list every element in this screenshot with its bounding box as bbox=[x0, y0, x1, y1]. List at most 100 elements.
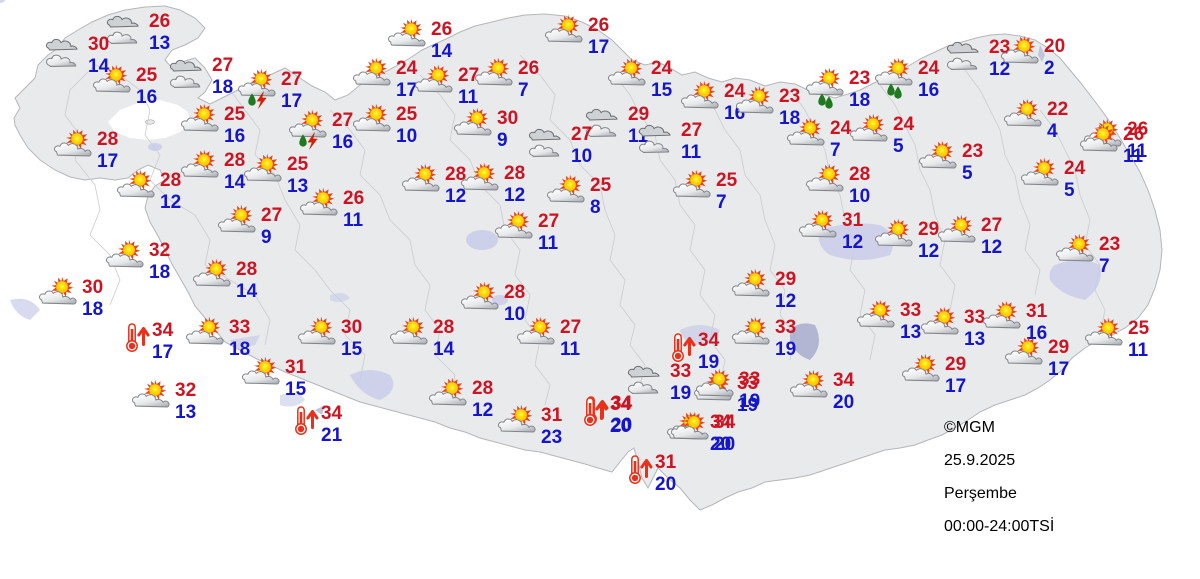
svg-text:31: 31 bbox=[842, 210, 864, 231]
svg-text:29: 29 bbox=[1048, 337, 1069, 358]
svg-text:29: 29 bbox=[775, 269, 796, 290]
svg-text:11: 11 bbox=[1128, 340, 1149, 361]
svg-text:13: 13 bbox=[964, 329, 985, 350]
svg-text:25: 25 bbox=[136, 65, 158, 86]
svg-text:17: 17 bbox=[588, 37, 609, 58]
svg-text:34: 34 bbox=[698, 330, 720, 351]
svg-text:4: 4 bbox=[1047, 121, 1058, 142]
svg-text:13: 13 bbox=[287, 176, 308, 197]
svg-text:11: 11 bbox=[538, 233, 559, 254]
svg-text:13: 13 bbox=[175, 402, 196, 423]
svg-text:Perşembe: Perşembe bbox=[944, 485, 1017, 502]
svg-text:17: 17 bbox=[97, 151, 118, 172]
svg-text:34: 34 bbox=[714, 412, 736, 433]
svg-text:14: 14 bbox=[224, 172, 246, 193]
svg-text:12: 12 bbox=[918, 241, 939, 262]
svg-text:7: 7 bbox=[716, 192, 727, 213]
svg-text:11: 11 bbox=[1123, 146, 1144, 167]
svg-text:17: 17 bbox=[396, 80, 417, 101]
svg-text:18: 18 bbox=[149, 262, 170, 283]
svg-text:24: 24 bbox=[1064, 158, 1086, 179]
svg-text:27: 27 bbox=[681, 120, 702, 141]
svg-text:9: 9 bbox=[261, 227, 272, 248]
svg-text:12: 12 bbox=[160, 192, 181, 213]
svg-text:30: 30 bbox=[82, 277, 103, 298]
svg-text:21: 21 bbox=[321, 425, 343, 446]
svg-text:13: 13 bbox=[900, 322, 921, 343]
svg-text:12: 12 bbox=[775, 291, 796, 312]
svg-text:16: 16 bbox=[224, 126, 245, 147]
svg-text:9: 9 bbox=[497, 130, 508, 151]
svg-text:12: 12 bbox=[445, 186, 466, 207]
svg-text:17: 17 bbox=[1048, 359, 1069, 380]
svg-text:20: 20 bbox=[1044, 36, 1065, 57]
svg-text:22: 22 bbox=[1047, 99, 1068, 120]
svg-text:19: 19 bbox=[775, 339, 796, 360]
svg-text:27: 27 bbox=[261, 205, 282, 226]
svg-text:24: 24 bbox=[893, 114, 915, 135]
svg-text:26: 26 bbox=[588, 15, 609, 36]
svg-text:12: 12 bbox=[472, 400, 493, 421]
svg-text:25: 25 bbox=[396, 104, 418, 125]
svg-text:12: 12 bbox=[842, 232, 863, 253]
svg-text:24: 24 bbox=[651, 58, 673, 79]
svg-text:26: 26 bbox=[149, 11, 170, 32]
svg-text:©MGM: ©MGM bbox=[944, 419, 995, 436]
svg-text:28: 28 bbox=[160, 170, 181, 191]
svg-text:10: 10 bbox=[504, 304, 525, 325]
svg-text:2: 2 bbox=[1044, 58, 1055, 79]
svg-text:5: 5 bbox=[893, 136, 904, 157]
svg-text:19: 19 bbox=[698, 352, 719, 373]
svg-text:23: 23 bbox=[1099, 234, 1120, 255]
svg-text:34: 34 bbox=[321, 403, 343, 424]
svg-text:5: 5 bbox=[962, 163, 973, 184]
svg-text:27: 27 bbox=[571, 124, 592, 145]
svg-text:14: 14 bbox=[236, 281, 258, 302]
svg-text:27: 27 bbox=[981, 215, 1002, 236]
svg-text:25: 25 bbox=[590, 175, 612, 196]
svg-text:15: 15 bbox=[651, 80, 673, 101]
svg-text:27: 27 bbox=[538, 211, 559, 232]
svg-text:26: 26 bbox=[1123, 124, 1144, 145]
svg-text:18: 18 bbox=[229, 339, 250, 360]
svg-text:8: 8 bbox=[590, 197, 601, 218]
svg-text:14: 14 bbox=[433, 339, 455, 360]
svg-text:16: 16 bbox=[136, 87, 157, 108]
svg-text:11: 11 bbox=[458, 87, 479, 108]
svg-text:00:00-24:00TSİ: 00:00-24:00TSİ bbox=[944, 516, 1054, 535]
svg-text:23: 23 bbox=[779, 86, 800, 107]
svg-text:7: 7 bbox=[518, 80, 529, 101]
svg-text:26: 26 bbox=[343, 188, 364, 209]
svg-text:24: 24 bbox=[396, 58, 418, 79]
svg-text:18: 18 bbox=[212, 77, 233, 98]
svg-text:13: 13 bbox=[149, 33, 170, 54]
svg-text:24: 24 bbox=[724, 81, 746, 102]
svg-text:17: 17 bbox=[945, 376, 966, 397]
svg-text:33: 33 bbox=[739, 369, 760, 390]
svg-text:11: 11 bbox=[560, 339, 581, 360]
svg-text:27: 27 bbox=[212, 55, 233, 76]
svg-text:15: 15 bbox=[285, 379, 307, 400]
svg-text:12: 12 bbox=[981, 237, 1002, 258]
svg-text:28: 28 bbox=[224, 150, 245, 171]
svg-text:25: 25 bbox=[1128, 318, 1150, 339]
svg-text:20: 20 bbox=[655, 474, 676, 495]
svg-text:30: 30 bbox=[497, 108, 518, 129]
svg-text:14: 14 bbox=[431, 41, 453, 62]
svg-text:29: 29 bbox=[918, 219, 939, 240]
svg-text:28: 28 bbox=[433, 317, 454, 338]
svg-text:7: 7 bbox=[1099, 256, 1110, 277]
svg-text:30: 30 bbox=[341, 317, 362, 338]
svg-text:11: 11 bbox=[343, 210, 364, 231]
svg-text:32: 32 bbox=[149, 240, 170, 261]
svg-text:12: 12 bbox=[504, 185, 525, 206]
svg-text:25.9.2025: 25.9.2025 bbox=[944, 452, 1015, 469]
svg-text:28: 28 bbox=[236, 259, 257, 280]
svg-text:28: 28 bbox=[472, 378, 493, 399]
svg-text:28: 28 bbox=[97, 129, 118, 150]
svg-text:17: 17 bbox=[152, 342, 173, 363]
svg-text:26: 26 bbox=[431, 19, 452, 40]
svg-text:27: 27 bbox=[281, 69, 302, 90]
svg-text:26: 26 bbox=[518, 58, 539, 79]
svg-text:11: 11 bbox=[681, 142, 702, 163]
